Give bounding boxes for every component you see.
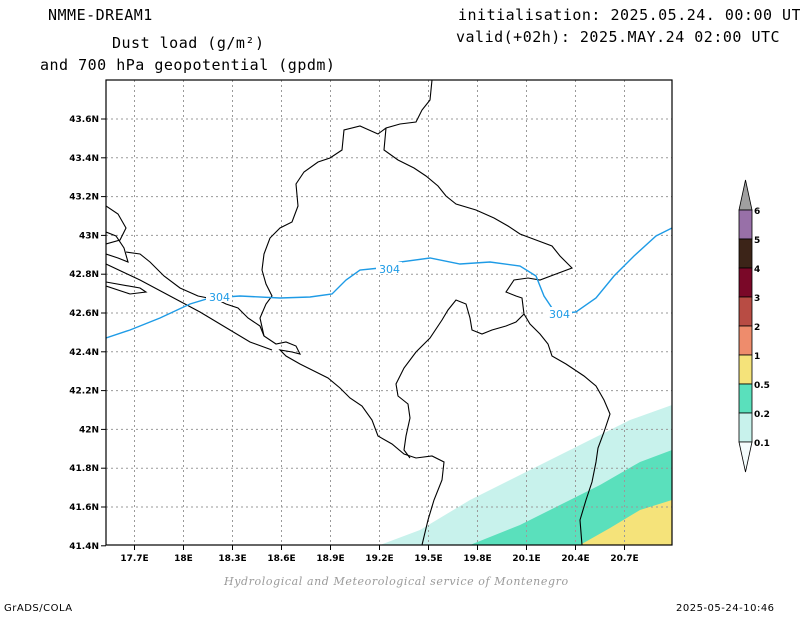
contour-label: 304 [209, 291, 230, 304]
y-tick-label: 42.2N [69, 387, 99, 397]
colorbar-label: 6 [754, 207, 760, 217]
chart-title-line1: Dust load (g/m²) [112, 34, 265, 52]
colorbar-label: 3 [754, 294, 760, 304]
colorbar-label: 2 [754, 323, 760, 333]
dust-shade-0-5 [580, 500, 672, 545]
x-tick-label: 18E [174, 554, 193, 564]
software-label: GrADS/COLA [4, 603, 73, 614]
contour-label: 304 [379, 263, 400, 276]
colorbar-cap-bottom [738, 441, 753, 473]
colorbar-label: 1 [754, 352, 760, 362]
y-tick-label: 42.6N [69, 309, 99, 319]
colorbar-label: 0.1 [754, 439, 770, 449]
y-tick-label: 43N [79, 231, 99, 241]
colorbar-box [738, 412, 753, 443]
x-tick-label: 20.4E [561, 554, 589, 564]
colorbar: 6 5 4 3 2 1 0.5 0.2 0.1 [738, 179, 770, 473]
contour-label: 304 [549, 308, 570, 321]
model-name: NMME-DREAM1 [48, 6, 153, 24]
colorbar-box [738, 325, 753, 356]
chart-title-line2: and 700 hPa geopotential (gpdm) [40, 56, 336, 74]
colorbar-box [738, 296, 753, 327]
colorbar-label: 4 [754, 265, 760, 275]
y-tick-label: 43.6N [69, 115, 99, 125]
colorbar-box [738, 383, 753, 414]
colorbar-box [738, 267, 753, 298]
y-tick-label: 41.6N [69, 503, 99, 513]
x-tick-label: 19.5E [414, 554, 442, 564]
y-tick-label: 42N [79, 425, 99, 435]
colorbar-cap-top [738, 179, 753, 211]
x-tick-label: 18.6E [267, 554, 295, 564]
colorbar-label: 0.2 [754, 410, 770, 420]
colorbar-box [738, 238, 753, 269]
valid-time: valid(+02h): 2025.MAY.24 02:00 UTC [456, 28, 781, 46]
x-tick-label: 20.1E [512, 554, 540, 564]
y-tick-label: 43.4N [69, 154, 99, 164]
y-tick-label: 41.8N [69, 464, 99, 474]
initialisation-time: initialisation: 2025.05.24. 00:00 UTC [458, 6, 800, 24]
x-tick-label: 18.9E [316, 554, 344, 564]
x-tick-label: 18.3E [218, 554, 246, 564]
render-timestamp: 2025-05-24-10:46 [676, 603, 775, 614]
y-tick-label: 41.4N [69, 542, 99, 552]
y-tick-label: 42.4N [69, 348, 99, 358]
y-tick-label: 42.8N [69, 270, 99, 280]
x-tick-label: 19.8E [463, 554, 491, 564]
x-tick-label: 19.2E [365, 554, 393, 564]
colorbar-box [738, 209, 753, 240]
y-tick-label: 43.2N [69, 193, 99, 203]
colorbar-box [738, 354, 753, 385]
colorbar-label: 5 [754, 236, 760, 246]
x-tick-label: 17.7E [120, 554, 148, 564]
x-tick-label: 20.7E [610, 554, 638, 564]
credit-text: Hydrological and Meteorological service … [224, 575, 569, 588]
colorbar-label: 0.5 [754, 381, 770, 391]
